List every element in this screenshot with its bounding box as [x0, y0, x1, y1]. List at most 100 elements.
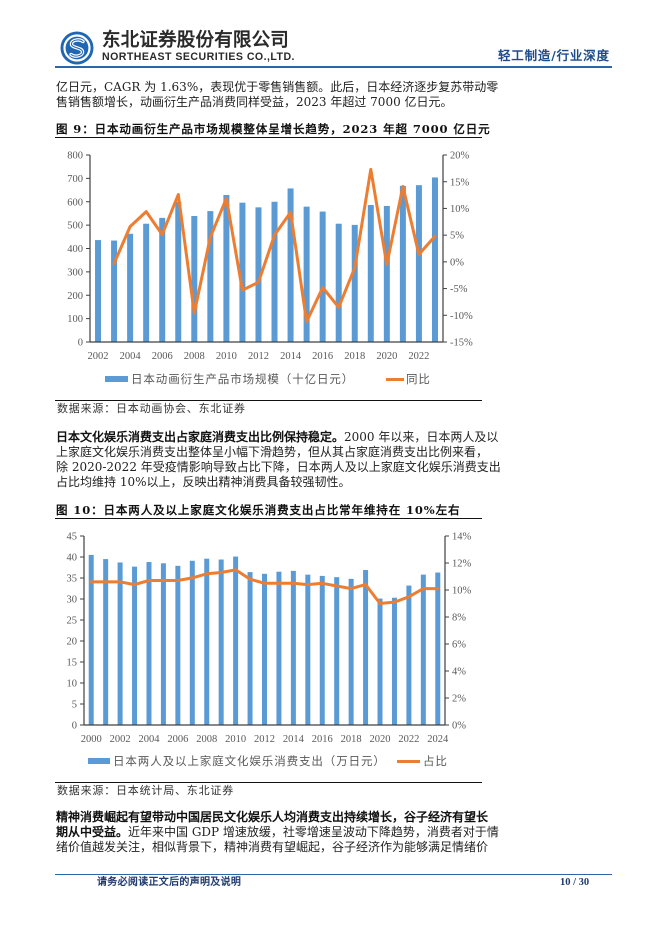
x-tick-label: 2008 — [184, 351, 205, 362]
x-tick-label: 2018 — [341, 734, 362, 745]
body-text: 上家庭文化娱乐消费支出整体呈小幅下滑趋势，但从其占家庭消费支出比例来看， — [56, 445, 489, 459]
bar — [319, 211, 326, 342]
text-line: 精神消费崛起有望带动中国居民文化娱乐人均消费支出持续增长，谷子经济有望长 — [56, 810, 488, 825]
body-text: 2000 年以来，日本两人及以 — [344, 430, 499, 444]
text-line: 亿日元，CAGR 为 1.63%，表现优于零售销售额。此后，日本经济逐步复苏带动… — [56, 80, 498, 95]
bar — [334, 577, 340, 725]
legend-bar-swatch-icon — [88, 758, 110, 764]
bar — [351, 224, 358, 342]
paragraph-2: 日本文化娱乐消费支出占家庭消费支出比例保持稳定。2000 年以来，日本两人及以 … — [56, 430, 501, 490]
text-line: 上家庭文化娱乐消费支出整体呈小幅下滑趋势，但从其占家庭消费支出比例来看， — [56, 445, 488, 460]
page-number: 10 / 30 — [560, 877, 590, 888]
bar — [175, 201, 182, 342]
right-tick-label: -15% — [450, 338, 473, 349]
body-text: 除 2020-2022 年受疫情影响导致占比下降，日本两人及以上家庭文化娱乐消费… — [56, 460, 501, 474]
x-tick-label: 2010 — [225, 734, 246, 745]
figure-10-source-rule — [55, 782, 482, 784]
right-tick-label: 10% — [450, 204, 470, 215]
right-tick-label: 0% — [452, 721, 466, 732]
left-tick-label: 100 — [67, 314, 83, 325]
x-tick-label: 2006 — [167, 734, 188, 745]
company-name-cn: 东北证券股份有限公司 — [102, 30, 290, 51]
right-tick-label: 0% — [450, 257, 464, 268]
left-tick-label: 20 — [67, 637, 78, 648]
bar — [348, 578, 354, 725]
figure-10-source: 数据来源：日本统计局、东北证券 — [57, 784, 234, 797]
left-tick-label: 600 — [67, 197, 83, 208]
bar — [335, 223, 342, 342]
bar — [247, 572, 253, 725]
bar — [367, 205, 374, 342]
figure-9-source: 数据来源：日本动画协会、东北证券 — [57, 402, 246, 415]
bar — [287, 188, 294, 342]
right-tick-label: 2% — [452, 694, 466, 705]
legend-label-share: 占比 — [423, 754, 448, 768]
bar — [233, 556, 239, 725]
x-tick-label: 2012 — [248, 351, 269, 362]
left-tick-label: 35 — [67, 574, 78, 585]
bar — [204, 558, 210, 725]
bold-text: 期从中受益。 — [56, 825, 129, 839]
right-tick-label: 12% — [452, 559, 472, 570]
report-section-label: 轻工制造/行业深度 — [498, 48, 610, 63]
text-line: 日本文化娱乐消费支出占家庭消费支出比例保持稳定。2000 年以来，日本两人及以 — [56, 430, 498, 445]
bar — [391, 597, 397, 725]
body-text: 绪价值越发关注，相似背景下，精神消费有望崛起，谷子经济作为能够满足情绪价 — [56, 840, 489, 854]
x-tick-label: 2016 — [312, 351, 333, 362]
x-tick-label: 2018 — [344, 351, 365, 362]
left-tick-label: 700 — [67, 174, 83, 185]
right-tick-label: 14% — [452, 532, 472, 543]
legend-line-swatch-icon — [397, 760, 420, 763]
x-tick-label: 2020 — [370, 734, 391, 745]
legend-label-spending: 日本两人及以上家庭文化娱乐消费支出（万日元） — [113, 754, 386, 768]
body-text: 近年来中国 GDP 增速放缓，社零增速呈波动下降趋势，消费者对于情 — [128, 825, 499, 839]
left-tick-label: 800 — [67, 151, 83, 162]
right-tick-label: 6% — [452, 640, 466, 651]
body-text: 亿日元，CAGR 为 1.63%，表现优于零售销售额。此后，日本经济逐步复苏带动… — [56, 80, 499, 94]
bar — [305, 574, 311, 725]
left-tick-label: 25 — [67, 616, 78, 627]
bar — [271, 201, 278, 342]
body-text: 占比均维持 10%以上，反映出精神消费具备较强韧性。 — [56, 475, 351, 489]
legend-bar-swatch-icon — [105, 376, 128, 382]
bar — [207, 211, 214, 342]
line-series — [89, 568, 440, 605]
x-tick-label: 2004 — [120, 351, 142, 362]
right-tick-label: 8% — [452, 613, 466, 624]
bar — [399, 185, 406, 342]
bar — [383, 205, 390, 342]
bar — [103, 559, 109, 725]
company-name-en: NORTHEAST SECURITIES CO.,LTD. — [102, 51, 295, 63]
bar — [111, 240, 118, 342]
body-text: 售销售额增长，动画衍生产品消费同样受益，2023 年超过 7000 亿日元。 — [56, 95, 453, 109]
x-tick-label: 2002 — [110, 734, 131, 745]
bar — [143, 223, 150, 342]
text-line: 绪价值越发关注，相似背景下，精神消费有望崛起，谷子经济作为能够满足情绪价 — [56, 840, 488, 855]
bar — [191, 216, 198, 342]
bar-series — [95, 177, 438, 342]
x-tick-label: 2012 — [254, 734, 275, 745]
bar — [406, 585, 412, 725]
header-divider — [55, 66, 612, 68]
bar — [189, 560, 195, 725]
left-tick-label: 400 — [67, 244, 83, 255]
figure-9-source-rule — [55, 400, 482, 402]
right-tick-label: 20% — [450, 151, 470, 162]
northeast-securities-logo-icon — [60, 31, 94, 65]
left-tick-label: 200 — [67, 291, 83, 302]
bar — [223, 194, 230, 342]
figure-9-title: 图 9：日本动画衍生产品市场规模整体呈增长趋势，2023 年超 7000 亿日元 — [56, 122, 491, 136]
figure-10-title: 图 10：日本两人及以上家庭文化娱乐消费支出占比常年维持在 10%左右 — [56, 503, 461, 517]
bar — [146, 562, 152, 725]
left-tick-label: 45 — [67, 532, 78, 543]
legend-label-yoy: 同比 — [406, 372, 431, 386]
left-tick-label: 15 — [67, 658, 78, 669]
x-tick-label: 2016 — [312, 734, 333, 745]
bar — [95, 240, 102, 342]
right-tick-label: 4% — [452, 667, 466, 678]
paragraph-3: 精神消费崛起有望带动中国居民文化娱乐人均消费支出持续增长，谷子经济有望长 期从中… — [56, 810, 499, 855]
right-tick-label: 5% — [450, 231, 464, 242]
left-tick-label: 30 — [67, 595, 78, 606]
x-tick-label: 2006 — [152, 351, 173, 362]
x-tick-label: 2002 — [88, 351, 109, 362]
